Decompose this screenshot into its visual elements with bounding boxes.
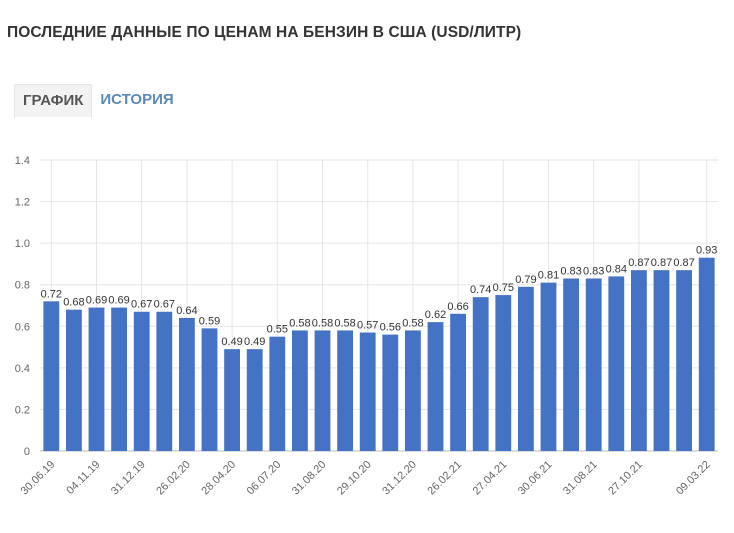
- data-label: 0.55: [267, 324, 288, 336]
- data-label: 0.49: [244, 336, 265, 348]
- bar: [404, 330, 421, 451]
- bar: [224, 349, 241, 451]
- data-label: 0.93: [696, 245, 717, 257]
- data-label: 0.79: [515, 274, 536, 286]
- data-label: 0.58: [289, 317, 310, 329]
- bar: [630, 270, 647, 451]
- bar: [156, 311, 173, 451]
- y-tick-label: 1.4: [15, 155, 30, 167]
- data-label: 0.87: [673, 257, 694, 269]
- data-label: 0.81: [538, 270, 559, 282]
- bar: [698, 257, 715, 451]
- bar: [337, 330, 354, 451]
- x-tick-label: 29.10.20: [335, 459, 374, 498]
- bar: [65, 309, 82, 451]
- bar: [246, 349, 263, 451]
- bar: [269, 336, 286, 451]
- tab-history[interactable]: ИСТОРИЯ: [100, 91, 174, 108]
- y-tick-label: 1.0: [15, 238, 30, 250]
- x-tick-label: 31.12.19: [109, 459, 148, 498]
- bar: [495, 295, 512, 451]
- bar: [178, 317, 195, 451]
- x-tick-label: 09.03.22: [674, 459, 713, 498]
- y-tick-label: 1.2: [15, 197, 30, 209]
- x-tick-label: 26.02.21: [425, 459, 464, 498]
- data-label: 0.83: [560, 265, 581, 277]
- bar: [88, 307, 105, 451]
- data-label: 0.58: [334, 317, 355, 329]
- bar: [472, 297, 489, 451]
- bar: [540, 282, 557, 451]
- bar: [43, 301, 60, 451]
- y-tick-label: 0.4: [15, 363, 30, 375]
- y-tick-label: 0.8: [15, 280, 30, 292]
- y-tick-label: 0.6: [15, 321, 30, 333]
- bar: [291, 330, 308, 451]
- x-tick-label: 31.08.21: [561, 459, 600, 498]
- data-label: 0.64: [176, 305, 197, 317]
- data-label: 0.84: [606, 263, 627, 275]
- bar: [359, 332, 376, 451]
- bar: [111, 307, 128, 451]
- data-label: 0.69: [108, 295, 129, 307]
- data-label: 0.68: [63, 297, 84, 309]
- data-label: 0.67: [131, 299, 152, 311]
- bar: [676, 270, 693, 451]
- x-tick-label: 30.06.21: [516, 459, 555, 498]
- data-label: 0.58: [312, 317, 333, 329]
- data-label: 0.87: [651, 257, 672, 269]
- data-label: 0.75: [493, 282, 514, 294]
- y-tick-label: 0: [24, 446, 30, 458]
- bar: [563, 278, 580, 451]
- data-label: 0.49: [221, 336, 242, 348]
- x-tick-label: 27.10.21: [606, 459, 645, 498]
- x-tick-label: 31.12.20: [380, 459, 419, 498]
- data-label: 0.57: [357, 320, 378, 332]
- bar: [133, 311, 150, 451]
- data-label: 0.69: [86, 295, 107, 307]
- bar: [382, 334, 399, 451]
- data-label: 0.58: [402, 317, 423, 329]
- x-tick-label: 30.06.19: [19, 459, 58, 498]
- x-tick-label: 26.02.20: [154, 459, 193, 498]
- chart-title: ПОСЛЕДНИЕ ДАННЫЕ ПО ЦЕНАМ НА БЕНЗИН В СШ…: [7, 24, 522, 41]
- bar: [201, 328, 218, 451]
- data-label: 0.62: [425, 309, 446, 321]
- x-tick-label: 28.04.20: [199, 459, 238, 498]
- x-tick-label: 27.04.21: [471, 459, 510, 498]
- bar: [653, 270, 670, 451]
- bar: [608, 276, 625, 451]
- bar: [517, 286, 534, 451]
- data-label: 0.66: [447, 301, 468, 313]
- x-tick-label: 04.11.19: [64, 459, 102, 497]
- x-tick-label: 06.07.20: [245, 459, 284, 498]
- data-label: 0.74: [470, 284, 491, 296]
- bar: [585, 278, 602, 451]
- x-tick-label: 31.08.20: [290, 459, 329, 498]
- y-tick-label: 0.2: [15, 404, 30, 416]
- data-label: 0.59: [199, 315, 220, 327]
- tab-chart[interactable]: ГРАФИК: [14, 84, 93, 117]
- data-label: 0.67: [154, 299, 175, 311]
- data-label: 0.72: [41, 288, 62, 300]
- bar: [450, 313, 467, 451]
- bar: [427, 322, 444, 451]
- data-label: 0.83: [583, 265, 604, 277]
- data-label: 0.56: [380, 322, 401, 334]
- data-label: 0.87: [628, 257, 649, 269]
- tab-bar: ГРАФИК ИСТОРИЯ: [14, 84, 182, 117]
- bar: [314, 330, 331, 451]
